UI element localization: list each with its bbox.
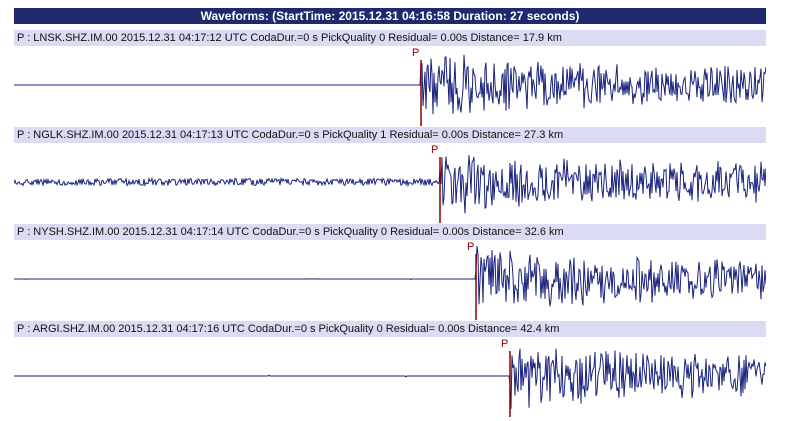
waveform-trace: [14, 245, 766, 307]
trace-header-nysh: P : NYSH.SHZ.IM.00 2015.12.31 04:17:14 U…: [14, 224, 766, 240]
trace-plot-nglk[interactable]: P: [14, 143, 766, 223]
trace-header-lnsk: P : LNSK.SHZ.IM.00 2015.12.31 04:17:12 U…: [14, 30, 766, 46]
trace-plot-argi[interactable]: P: [14, 337, 766, 417]
waveform-svg: [14, 348, 766, 417]
waveforms-title: Waveforms: (StartTime: 2015.12.31 04:16:…: [14, 8, 766, 24]
trace-header-nglk: P : NGLK.SHZ.IM.00 2015.12.31 04:17:13 U…: [14, 127, 766, 143]
trace-plot-lnsk[interactable]: P: [14, 46, 766, 126]
waveform-svg: [14, 54, 766, 126]
waveform-svg: [14, 155, 766, 223]
trace-plot-nysh[interactable]: P: [14, 240, 766, 320]
pick-label-p: P: [412, 47, 420, 59]
pick-label-p: P: [501, 338, 509, 350]
waveform-trace: [14, 155, 766, 214]
pick-label-p: P: [467, 241, 475, 253]
waveform-trace: [14, 54, 766, 115]
trace-header-argi: P : ARGI.SHZ.IM.00 2015.12.31 04:17:16 U…: [14, 321, 766, 337]
waveform-svg: [14, 245, 766, 320]
pick-label-p: P: [431, 144, 439, 156]
waveform-trace: [14, 348, 766, 409]
